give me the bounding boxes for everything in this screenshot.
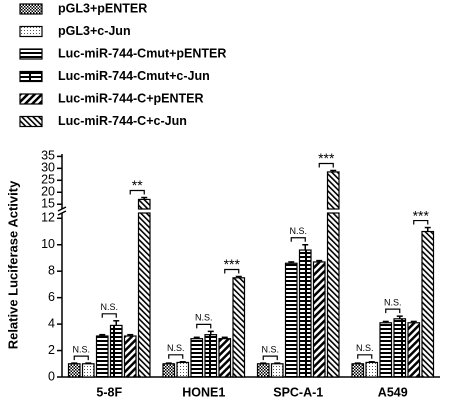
x-tick-label: HONE1	[182, 385, 225, 399]
x-tick-label: A549	[378, 385, 408, 399]
significance-label: ***	[413, 207, 430, 223]
bar	[312, 261, 326, 378]
y-tick-label: 12	[41, 211, 55, 225]
y-axis-label: Relative Luciferase Activity	[5, 180, 20, 349]
significance-bracket	[318, 162, 334, 168]
significance-label: **	[132, 177, 143, 193]
legend-swatch	[19, 3, 43, 15]
y-tick-label: 0	[48, 369, 55, 383]
legend-swatch	[19, 48, 43, 60]
significance-label: N.S.	[261, 344, 279, 354]
y-tick-label: 2	[48, 343, 55, 357]
significance-label: N.S.	[195, 313, 213, 323]
bar	[81, 363, 95, 378]
bar	[351, 363, 365, 378]
bar	[256, 363, 270, 378]
significance-label: N.S.	[289, 226, 307, 236]
legend-label: pGL3+c-Jun	[58, 24, 131, 38]
bar	[421, 230, 435, 378]
significance-label: N.S.	[384, 298, 402, 308]
legend-swatch	[19, 70, 43, 83]
x-tick-label: SPC-A-1	[273, 385, 323, 399]
significance-bracket	[73, 355, 89, 361]
axis-break	[57, 210, 67, 216]
bar	[67, 363, 81, 378]
bar	[204, 334, 218, 378]
significance-bracket	[196, 323, 212, 329]
y-tick-label: 8	[48, 263, 55, 277]
bar	[365, 361, 379, 378]
significance-bracket	[262, 355, 278, 361]
significance-bracket	[129, 189, 145, 195]
significance-label: N.S.	[100, 302, 118, 312]
significance-bracket	[168, 354, 184, 359]
bar	[284, 262, 298, 378]
legend-label: Luc-miR-744-C+c-Jun	[58, 114, 187, 128]
y-tick-label: 10	[41, 237, 55, 251]
significance-bracket	[385, 308, 401, 314]
y-tick-label: 4	[48, 316, 55, 330]
legend-label: pGL3+pENTER	[58, 1, 147, 15]
significance-bracket	[101, 313, 117, 318]
y-tick-label: 25	[41, 173, 55, 187]
y-tick-label: 15	[41, 197, 55, 211]
significance-bracket	[290, 237, 306, 242]
legend-label: Luc-miR-744-Cmut+c-Jun	[58, 69, 210, 83]
significance-label: N.S.	[356, 343, 374, 353]
bar	[162, 363, 176, 378]
x-tick-label: 5-8F	[96, 385, 122, 399]
significance-bracket	[413, 219, 429, 225]
bar	[218, 338, 232, 378]
significance-label: N.S.	[167, 343, 185, 353]
bar	[298, 249, 312, 378]
bar	[176, 361, 190, 378]
legend-swatch	[19, 25, 43, 38]
significance-label: N.S.	[72, 344, 90, 354]
y-tick-label: 30	[41, 161, 55, 175]
bar	[109, 324, 123, 378]
significance-label: ***	[318, 150, 335, 166]
y-tick-label: 6	[48, 290, 55, 304]
legend-swatch	[19, 115, 43, 128]
significance-bracket	[357, 354, 373, 359]
bar	[137, 198, 151, 210]
y-tick-label: 20	[41, 185, 55, 199]
bar	[190, 338, 204, 378]
legend-label: Luc-miR-744-C+pENTER	[58, 91, 204, 105]
legend-label: Luc-miR-744-Cmut+pENTER	[58, 46, 226, 60]
significance-label: ***	[224, 256, 241, 272]
bar	[326, 212, 340, 378]
bar	[407, 322, 421, 378]
bar	[137, 212, 151, 378]
legend-swatch	[19, 93, 43, 105]
bar	[95, 335, 109, 378]
bar	[326, 171, 340, 210]
bar	[379, 322, 393, 378]
bar	[123, 335, 137, 378]
bar	[232, 277, 246, 378]
bar	[393, 318, 407, 378]
significance-bracket	[224, 268, 240, 274]
bar	[270, 363, 284, 378]
axis-break	[57, 206, 67, 212]
y-tick-label: 35	[41, 149, 55, 163]
